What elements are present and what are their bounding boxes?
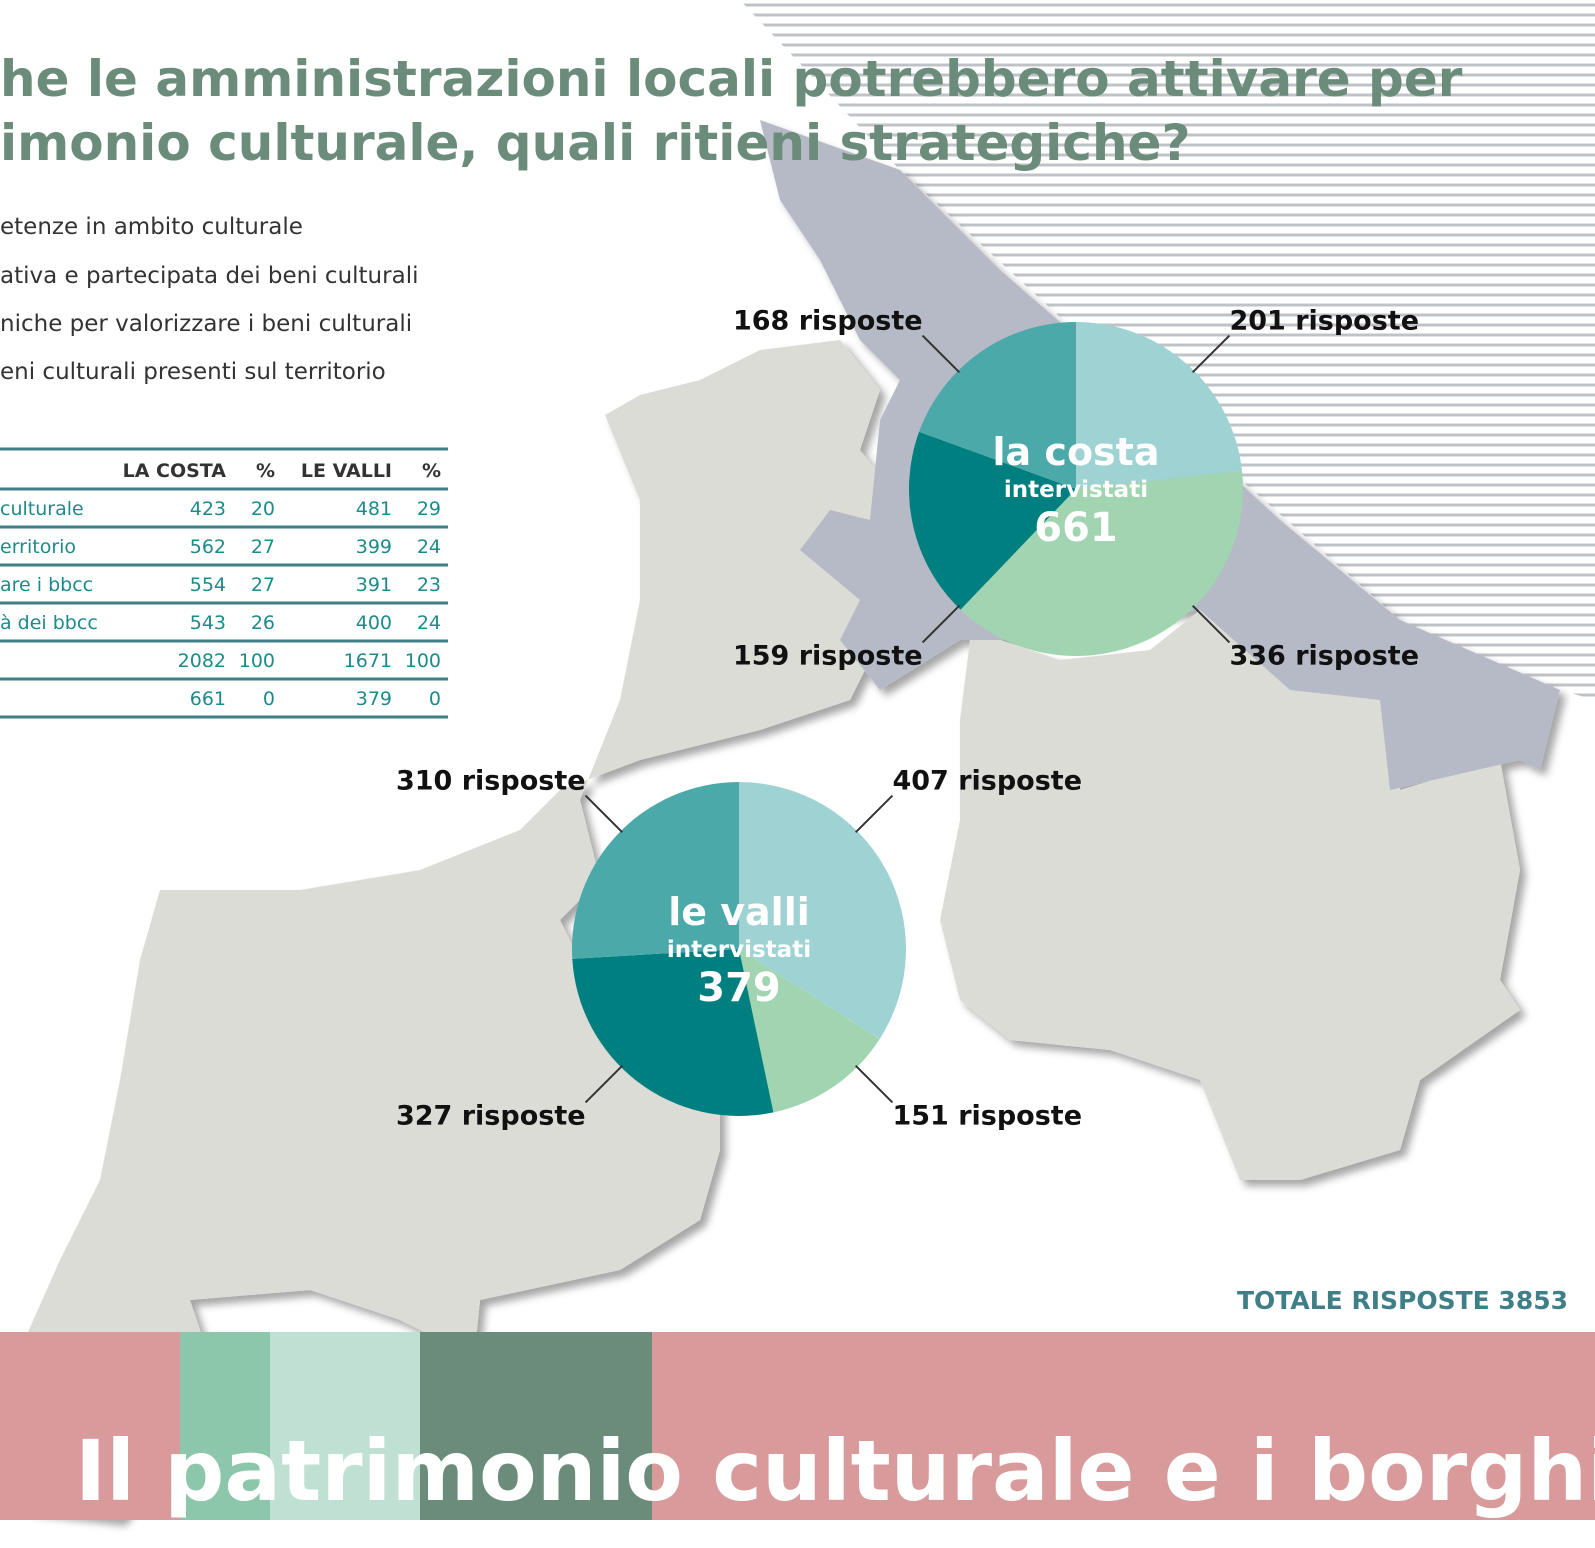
- pie-slice: [960, 470, 1244, 656]
- pie-slice: [739, 782, 907, 1040]
- slice-label: 201 risposte: [1229, 306, 1419, 337]
- table-cell: 24: [417, 612, 441, 634]
- leader-line: [1191, 604, 1231, 644]
- table-cell: 481: [356, 498, 392, 520]
- title-line: imonio culturale, quali ritieni strategi…: [0, 114, 1190, 172]
- pie-subtitle: intervistati: [1004, 477, 1148, 503]
- legend-item: niche per valorizzare i beni culturali: [0, 311, 412, 337]
- legend-item: eni culturali presenti sul territorio: [0, 359, 386, 385]
- table-header: LA COSTA: [123, 460, 227, 482]
- total-label: TOTALE RISPOSTE 3853: [1237, 1286, 1568, 1315]
- table-cell: 100: [239, 650, 275, 672]
- table-cell: 27: [251, 574, 275, 596]
- table-cell: 543: [190, 612, 226, 634]
- table-cell: 20: [251, 498, 275, 520]
- table-cell: 400: [356, 612, 392, 634]
- title-line: he le amministrazioni locali potrebbero …: [0, 50, 1463, 108]
- leader-line: [1191, 334, 1231, 374]
- table-row-label: culturale: [0, 498, 84, 520]
- table-cell: 423: [190, 498, 226, 520]
- table-cell: 24: [417, 536, 441, 558]
- slice-label: 310 risposte: [396, 766, 586, 797]
- table-cell: 661: [190, 688, 226, 710]
- footer-block: [270, 1332, 420, 1520]
- pie-slice: [919, 322, 1076, 489]
- pie-slice: [572, 782, 739, 959]
- pie-total: 661: [1034, 505, 1118, 551]
- pie-slice: [1076, 322, 1243, 489]
- table-cell: 379: [356, 688, 392, 710]
- slice-label: 159 risposte: [733, 640, 923, 671]
- legend-item: ativa e partecipata dei beni culturali: [0, 263, 418, 289]
- pie-slice: [739, 949, 880, 1113]
- pies: 201 risposte 336 risposte 159 risposte 168 …: [396, 306, 1419, 1132]
- table-cell: 100: [405, 650, 441, 672]
- title: he le amministrazioni locali potrebbero …: [0, 50, 1463, 172]
- footer-block: [180, 1332, 270, 1520]
- table: LA COSTA% LE VALLI % culturale 423 20 481 29 err…: [0, 447, 448, 719]
- pie-slice: [909, 431, 1076, 610]
- footer-block: [420, 1332, 652, 1520]
- table-row-label: erritorio: [0, 536, 76, 558]
- map-region: [0, 340, 900, 1520]
- table-header: LE VALLI: [301, 460, 392, 482]
- leader-line: [854, 1064, 894, 1104]
- slice-label: 407 risposte: [892, 766, 1082, 797]
- slice-label: 336 risposte: [1229, 640, 1419, 671]
- table-cell: 0: [429, 688, 441, 710]
- table-row-label: à dei bbcc: [0, 612, 98, 634]
- table-cell: 23: [417, 574, 441, 596]
- table-cell: 391: [356, 574, 392, 596]
- legend-item: etenze in ambito culturale: [0, 214, 303, 240]
- slice-label: 168 risposte: [733, 306, 923, 337]
- table-cell: 27: [251, 536, 275, 558]
- table-cell: 0: [263, 688, 275, 710]
- leader-line: [854, 794, 894, 834]
- pie-title: la costa: [993, 430, 1160, 474]
- leader-line: [584, 794, 624, 834]
- slice-label: 151 risposte: [892, 1100, 1082, 1131]
- table-cell: 399: [356, 536, 392, 558]
- table-cell: 562: [190, 536, 226, 558]
- map-region: [940, 610, 1520, 1180]
- table-header: %: [256, 460, 275, 482]
- leader-line: [921, 604, 961, 644]
- pie-title: le valli: [668, 890, 810, 934]
- table-cell: 1671: [344, 650, 392, 672]
- table-header: %: [422, 460, 441, 482]
- slice-label: 327 risposte: [396, 1100, 586, 1131]
- table-cell: 2082: [178, 650, 226, 672]
- table-cell: 29: [417, 498, 441, 520]
- legend: etenze in ambito culturale ativa e parte…: [0, 214, 418, 385]
- table-cell: 554: [190, 574, 226, 596]
- table-row-label: are i bbcc: [0, 574, 93, 596]
- pie-slice: [572, 949, 774, 1116]
- pie-subtitle: intervistati: [667, 937, 811, 963]
- leader-line: [584, 1064, 624, 1104]
- leader-line: [921, 334, 961, 374]
- table-cell: 26: [251, 612, 275, 634]
- pie-total: 379: [697, 965, 781, 1011]
- footer-title: Il patrimonio culturale e i borghi: [75, 1422, 1595, 1520]
